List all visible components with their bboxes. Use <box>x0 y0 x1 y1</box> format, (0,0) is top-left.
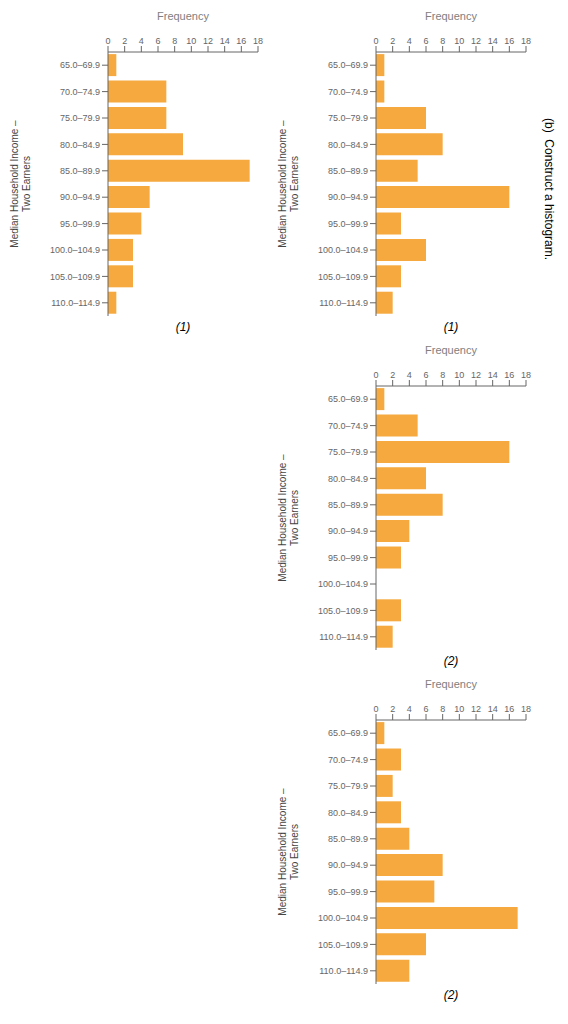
svg-text:80.0–84.9: 80.0–84.9 <box>328 474 368 484</box>
svg-text:18: 18 <box>521 36 531 46</box>
svg-text:2: 2 <box>122 36 127 46</box>
svg-text:70.0–74.9: 70.0–74.9 <box>328 755 368 765</box>
svg-text:14: 14 <box>488 36 498 46</box>
svg-text:14: 14 <box>220 36 230 46</box>
svg-text:10: 10 <box>454 704 464 714</box>
svg-text:6: 6 <box>423 370 428 380</box>
svg-text:6: 6 <box>423 36 428 46</box>
svg-text:Frequency: Frequency <box>157 10 209 22</box>
svg-text:2: 2 <box>390 36 395 46</box>
svg-text:2: 2 <box>390 370 395 380</box>
svg-text:8: 8 <box>440 370 445 380</box>
svg-text:Frequency: Frequency <box>425 344 477 356</box>
svg-text:Median Household Income –Two E: Median Household Income –Two Earners <box>277 120 300 248</box>
svg-text:70.0–74.9: 70.0–74.9 <box>328 421 368 431</box>
svg-text:Median Household Income –Two E: Median Household Income –Two Earners <box>277 788 300 916</box>
svg-text:85.0–89.9: 85.0–89.9 <box>328 166 368 176</box>
html-text:(1): (1) <box>175 320 191 334</box>
html-text:(2): (2) <box>443 988 459 1002</box>
svg-text:4: 4 <box>407 36 412 46</box>
svg-text:100.0–104.9: 100.0–104.9 <box>50 245 100 255</box>
svg-text:85.0–89.9: 85.0–89.9 <box>328 834 368 844</box>
svg-text:75.0–79.9: 75.0–79.9 <box>328 113 368 123</box>
svg-text:4: 4 <box>407 370 412 380</box>
svg-text:70.0–74.9: 70.0–74.9 <box>328 87 368 97</box>
svg-text:4: 4 <box>139 36 144 46</box>
svg-text:Frequency: Frequency <box>425 678 477 690</box>
svg-text:18: 18 <box>253 36 263 46</box>
svg-text:18: 18 <box>521 370 531 380</box>
svg-text:12: 12 <box>471 704 481 714</box>
svg-text:0: 0 <box>373 370 378 380</box>
svg-text:75.0–79.9: 75.0–79.9 <box>328 781 368 791</box>
svg-text:95.0–99.9: 95.0–99.9 <box>328 553 368 563</box>
svg-text:95.0–99.9: 95.0–99.9 <box>328 887 368 897</box>
svg-text:8: 8 <box>440 36 445 46</box>
svg-text:90.0–94.9: 90.0–94.9 <box>60 192 100 202</box>
svg-text:85.0–89.9: 85.0–89.9 <box>60 166 100 176</box>
svg-text:105.0–109.9: 105.0–109.9 <box>318 940 368 950</box>
svg-text:Median Household Income –Two E: Median Household Income –Two Earners <box>9 120 32 248</box>
svg-text:Median Household Income –Two E: Median Household Income –Two Earners <box>277 454 300 582</box>
svg-text:16: 16 <box>504 36 514 46</box>
svg-text:14: 14 <box>488 704 498 714</box>
svg-text:100.0–104.9: 100.0–104.9 <box>318 913 368 923</box>
svg-text:18: 18 <box>521 704 531 714</box>
svg-text:8: 8 <box>172 36 177 46</box>
svg-text:110.0–114.9: 110.0–114.9 <box>319 966 368 976</box>
svg-text:65.0–69.9: 65.0–69.9 <box>328 394 368 404</box>
svg-text:105.0–109.9: 105.0–109.9 <box>318 272 368 282</box>
svg-text:95.0–99.9: 95.0–99.9 <box>60 219 100 229</box>
svg-text:100.0–104.9: 100.0–104.9 <box>318 245 368 255</box>
svg-text:80.0–84.9: 80.0–84.9 <box>328 140 368 150</box>
svg-text:65.0–69.9: 65.0–69.9 <box>328 728 368 738</box>
html-text:(1): (1) <box>443 320 459 334</box>
svg-text:80.0–84.9: 80.0–84.9 <box>60 140 100 150</box>
html-text:(2): (2) <box>443 654 459 668</box>
svg-text:105.0–109.9: 105.0–109.9 <box>50 272 100 282</box>
svg-text:16: 16 <box>236 36 246 46</box>
svg-text:65.0–69.9: 65.0–69.9 <box>328 60 368 70</box>
html-text:(b) Construct a histogram.: (b) Construct a histogram. <box>542 118 556 261</box>
svg-text:12: 12 <box>471 36 481 46</box>
svg-text:10: 10 <box>186 36 196 46</box>
svg-text:4: 4 <box>407 704 412 714</box>
svg-text:12: 12 <box>471 370 481 380</box>
svg-text:8: 8 <box>440 704 445 714</box>
svg-text:2: 2 <box>390 704 395 714</box>
svg-text:65.0–69.9: 65.0–69.9 <box>60 60 100 70</box>
svg-text:16: 16 <box>504 370 514 380</box>
svg-text:110.0–114.9: 110.0–114.9 <box>51 298 100 308</box>
svg-text:Frequency: Frequency <box>425 10 477 22</box>
svg-text:6: 6 <box>155 36 160 46</box>
svg-text:14: 14 <box>488 370 498 380</box>
svg-text:110.0–114.9: 110.0–114.9 <box>319 298 368 308</box>
svg-text:0: 0 <box>373 704 378 714</box>
svg-text:75.0–79.9: 75.0–79.9 <box>328 447 368 457</box>
svg-text:90.0–94.9: 90.0–94.9 <box>328 526 368 536</box>
svg-text:0: 0 <box>105 36 110 46</box>
svg-text:6: 6 <box>423 704 428 714</box>
svg-text:110.0–114.9: 110.0–114.9 <box>319 632 368 642</box>
svg-text:90.0–94.9: 90.0–94.9 <box>328 192 368 202</box>
svg-text:0: 0 <box>373 36 378 46</box>
svg-text:90.0–94.9: 90.0–94.9 <box>328 860 368 870</box>
svg-text:80.0–84.9: 80.0–84.9 <box>328 808 368 818</box>
svg-text:100.0–104.9: 100.0–104.9 <box>318 579 368 589</box>
svg-text:105.0–109.9: 105.0–109.9 <box>318 606 368 616</box>
svg-text:12: 12 <box>203 36 213 46</box>
svg-text:85.0–89.9: 85.0–89.9 <box>328 500 368 510</box>
svg-text:16: 16 <box>504 704 514 714</box>
svg-text:70.0–74.9: 70.0–74.9 <box>60 87 100 97</box>
svg-text:75.0–79.9: 75.0–79.9 <box>60 113 100 123</box>
svg-text:10: 10 <box>454 36 464 46</box>
svg-text:95.0–99.9: 95.0–99.9 <box>328 219 368 229</box>
svg-text:10: 10 <box>454 370 464 380</box>
